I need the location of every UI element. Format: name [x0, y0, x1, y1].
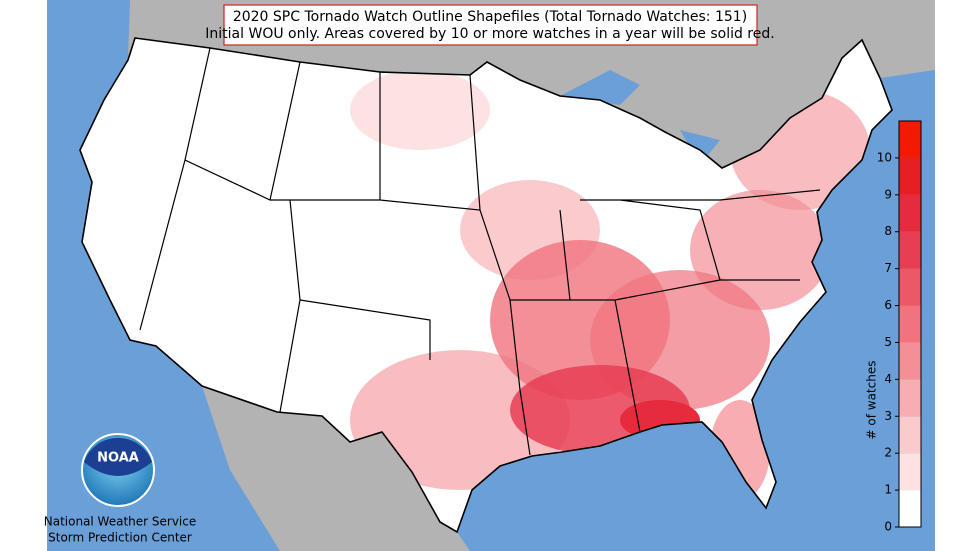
colorbar-segment: [899, 416, 921, 454]
colorbar-label: # of watches: [865, 361, 879, 440]
colorbar-segment: [899, 305, 921, 343]
pacific-ocean: [47, 0, 280, 551]
colorbar-segment: [899, 490, 921, 527]
colorbar-tick-label: 6: [884, 298, 892, 312]
colorbar-segment: [899, 194, 921, 232]
colorbar-segment: [899, 121, 921, 158]
colorbar-segment: [899, 268, 921, 306]
colorbar: 0 1 2 3 4 5 6 7 8 9 10 # of watches: [865, 120, 922, 534]
title-line: 2020 SPC Tornado Watch Outline Shapefile…: [233, 9, 747, 25]
colorbar-segment: [899, 453, 921, 491]
title-line: Initial WOU only. Areas covered by 10 or…: [205, 26, 774, 42]
atlantic-gulf: [457, 70, 935, 551]
logo-text: NOAA: [97, 451, 139, 466]
colorbar-tick-label: 8: [884, 224, 892, 238]
credit-line: National Weather Service: [44, 515, 197, 529]
great-lakes: [560, 70, 800, 195]
colorbar-segment: [899, 342, 921, 380]
colorbar-tick-label: 0: [884, 520, 892, 534]
title-box: [223, 4, 758, 46]
colorbar-frame: [898, 120, 922, 528]
colorbar-tick-label: 10: [877, 150, 892, 164]
colorbar-tick-label: 4: [884, 372, 892, 386]
colorbar-tick-label: 3: [884, 409, 892, 423]
colorbar-tick-label: 9: [884, 187, 892, 201]
colorbar-tick-label: 5: [884, 335, 892, 349]
colorbar-segment: [899, 157, 921, 195]
state-borders: [79, 37, 893, 533]
colorbar-segment: [899, 379, 921, 417]
noaa-logo-top: [84, 437, 152, 476]
colorbar-tick-label: 1: [884, 483, 892, 497]
colorbar-tick-label: 2: [884, 446, 892, 460]
credit-line: Storm Prediction Center: [48, 531, 192, 545]
colorbar-segment: [899, 231, 921, 269]
colorbar-tick-label: 7: [884, 261, 892, 275]
